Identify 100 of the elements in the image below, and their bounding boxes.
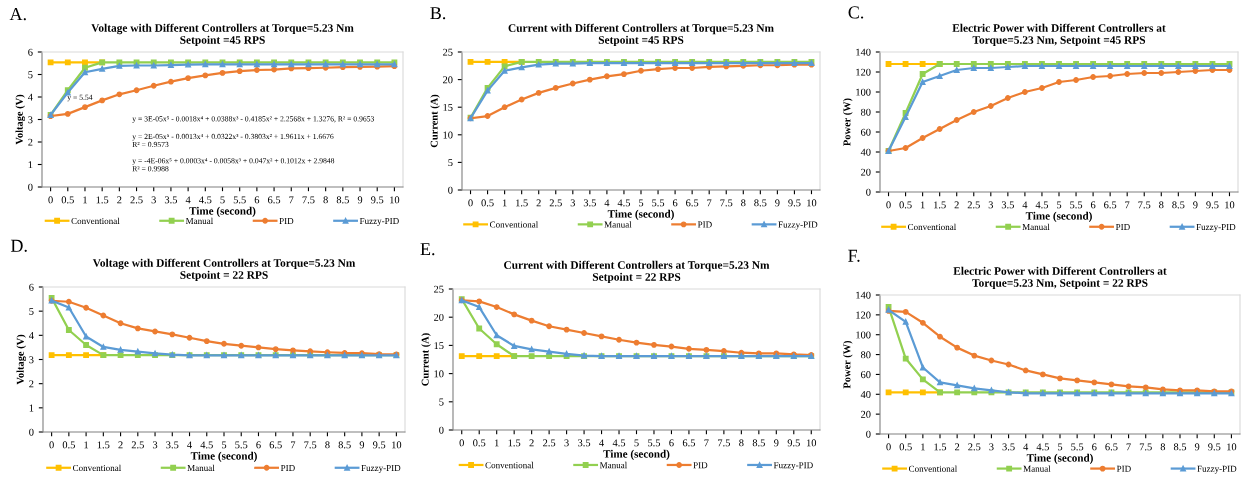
- x-tick-label: 4.5: [199, 196, 212, 204]
- x-tick-label: 2: [117, 196, 122, 204]
- x-tick-label: 2: [954, 201, 959, 209]
- x-tick-label: 8: [1160, 443, 1166, 451]
- x-tick-label: 2.5: [131, 441, 144, 449]
- x-tick-label: 4: [1023, 443, 1029, 451]
- text: D.: [10, 239, 27, 252]
- x-tick-label: 10: [807, 199, 817, 207]
- x-tick-label: 6: [254, 196, 260, 204]
- x-tick-label: 1.5: [516, 199, 528, 207]
- chart-title: Current with Different Controllers at Torque=5.23 Nm Setpoint = 22 RPS: [504, 260, 770, 284]
- y-tick-label: 20: [443, 76, 453, 84]
- x-tick-label: 10: [806, 439, 817, 447]
- x-tick-label: 1.5: [934, 201, 946, 209]
- x-tick-label: 4.5: [1035, 201, 1049, 209]
- y-tick-label: 100: [856, 331, 871, 339]
- y-axis-title: Power (W): [843, 98, 853, 146]
- x-axis-title: Time (second): [1025, 211, 1092, 222]
- x-tick-label: 5.5: [235, 441, 248, 449]
- x-axis-title: Time (second): [1026, 453, 1093, 464]
- x-tick-label: 2.5: [968, 443, 981, 451]
- legend-label: Manual: [187, 464, 215, 472]
- y-tick-label: 0: [29, 428, 34, 436]
- x-tick-label: 4.5: [1036, 443, 1049, 451]
- x-tick-label: 6.5: [682, 439, 696, 447]
- legend-label: Manual: [604, 221, 632, 228]
- x-tick-label: 5.5: [233, 196, 246, 204]
- legend-label: Conventional: [908, 465, 958, 472]
- x-tick-label: 8.5: [1173, 443, 1187, 451]
- y-tick-label: 80: [860, 108, 871, 116]
- chart-title: Voltage with Different Controllers at Torque=5.23 Nm Setpoint =45 RPS: [91, 23, 354, 47]
- x-tick-label: 9: [359, 441, 365, 449]
- legend-label: PID: [697, 221, 712, 228]
- legend-label: Conventional: [72, 464, 122, 472]
- x-tick-label: 5.5: [1071, 443, 1084, 451]
- x-tick-label: 1: [502, 199, 507, 207]
- x-tick-label: 10: [1227, 443, 1237, 451]
- y-tick-label: 80: [860, 351, 871, 359]
- x-tick-label: 7.5: [720, 199, 733, 207]
- y-tick-label: 15: [443, 103, 453, 111]
- y-tick-label: 6: [28, 48, 33, 56]
- x-tick-label: 7: [291, 441, 296, 449]
- x-tick-label: 9.5: [371, 196, 384, 204]
- text: B.: [430, 7, 446, 20]
- x-tick-label: 5: [222, 441, 227, 449]
- x-tick-label: 6: [1092, 443, 1097, 451]
- y-tick-label: 20: [861, 410, 871, 418]
- legend-label: Manual: [185, 217, 214, 225]
- y-tick-label: 100: [856, 88, 871, 96]
- x-tick-label: 2.5: [543, 439, 556, 447]
- y-tick-label: 5: [448, 159, 453, 167]
- x-tick-label: 6.5: [1105, 443, 1118, 451]
- y-tick-label: 5: [28, 71, 33, 79]
- x-tick-label: 3.5: [166, 441, 179, 449]
- y-tick-label: 5: [439, 398, 444, 406]
- x-tick-label: 10: [390, 196, 400, 204]
- legend-label: Conventional: [71, 217, 120, 225]
- x-axis-title: Time (second): [603, 449, 670, 460]
- y-tick-label: 4: [28, 332, 34, 339]
- y-tick-label: 2: [28, 138, 33, 146]
- x-tick-label: 6: [1090, 201, 1096, 209]
- y-tick-label: 40: [860, 148, 871, 156]
- chart-title: Voltage with Different Controllers at Torque=5.23 Nm Setpoint = 22 RPS: [92, 258, 356, 282]
- y-tick-label: 15: [434, 342, 444, 350]
- x-tick-label: 8.5: [1172, 201, 1185, 209]
- y-tick-label: 0: [448, 186, 453, 194]
- x-tick-label: 4.5: [617, 199, 631, 207]
- y-axis-title: Current (A): [421, 333, 431, 386]
- x-tick-label: 8.5: [338, 441, 351, 449]
- y-tick-label: 10: [434, 370, 444, 378]
- y-tick-label: 140: [856, 48, 871, 56]
- y-tick-label: 25: [443, 48, 453, 56]
- x-tick-label: 9: [357, 196, 363, 204]
- x-tick-label: 2: [536, 199, 541, 207]
- x-tick-label: 3.5: [583, 199, 596, 207]
- x-tick-label: 3: [988, 201, 994, 209]
- legend-label: PID: [1116, 465, 1131, 472]
- x-tick-label: 6: [672, 199, 678, 207]
- y-tick-label: 2: [29, 380, 34, 388]
- x-tick-label: 7: [707, 199, 712, 207]
- x-tick-label: 10: [392, 441, 402, 449]
- x-tick-label: 6.5: [686, 199, 699, 207]
- x-tick-label: 4: [1022, 201, 1028, 209]
- legend-label: Manual: [599, 461, 628, 469]
- legend-label: Conventional: [489, 221, 539, 228]
- x-tick-label: 6.5: [268, 196, 281, 204]
- y-tick-label: 0: [866, 188, 871, 196]
- x-axis-title: Time (second): [190, 451, 257, 462]
- x-tick-label: 2: [955, 443, 960, 451]
- x-tick-label: 6.5: [269, 441, 282, 449]
- x-tick-label: 3: [152, 441, 158, 449]
- x-tick-label: 7: [1126, 443, 1131, 451]
- x-tick-label: 0: [468, 199, 473, 207]
- x-tick-label: 2.5: [130, 196, 143, 204]
- y-tick-label: 120: [856, 311, 871, 319]
- y-tick-label: 20: [861, 168, 871, 176]
- y-tick-label: 25: [434, 285, 444, 293]
- x-tick-label: 1: [84, 441, 89, 449]
- legend-label: Fuzzy-PID: [773, 462, 813, 471]
- x-tick-label: 4: [185, 196, 191, 204]
